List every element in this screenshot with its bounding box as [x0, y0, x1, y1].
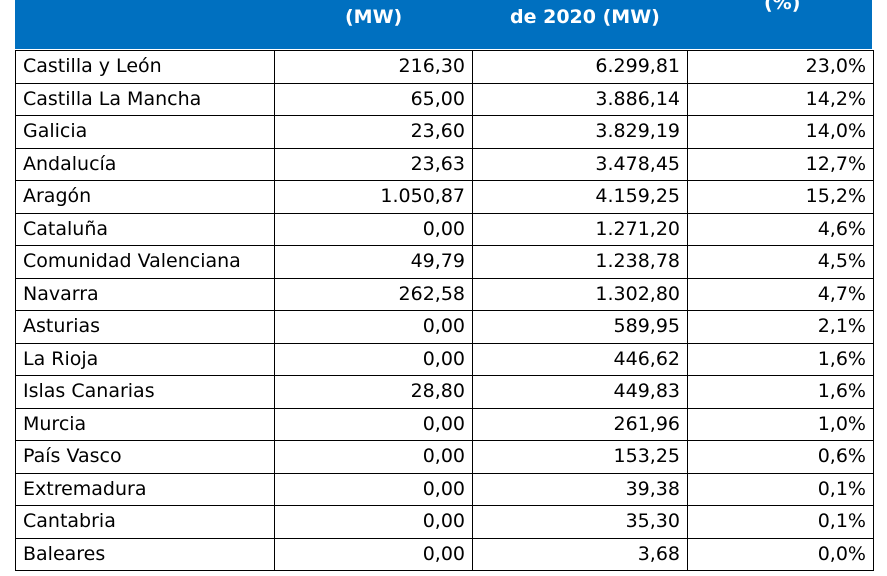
table-row: Galicia 23,60 3.829,19 14,0% — [15, 115, 874, 149]
region-cell: Asturias — [15, 310, 275, 344]
total-2020-mw-cell: 6.299,81 — [472, 50, 688, 84]
region-cell: Navarra — [15, 277, 275, 311]
percent-cell: 0,1% — [687, 505, 874, 539]
percent-cell: 0,0% — [687, 537, 874, 571]
region-cell: Murcia — [15, 407, 275, 441]
region-cell: Galicia — [15, 115, 275, 149]
table-row: Castilla y León 216,30 6.299,81 23,0% — [15, 50, 874, 84]
table-row: La Rioja 0,00 446,62 1,6% — [15, 342, 874, 376]
percent-cell: 1,0% — [687, 407, 874, 441]
header-total-2020-mw: de 2020 (MW) — [510, 6, 660, 28]
region-cell: Extremadura — [15, 472, 275, 506]
region-cell: País Vasco — [15, 440, 275, 474]
table-row: Navarra 262,58 1.302,80 4,7% — [15, 277, 874, 311]
total-2020-mw-cell: 261,96 — [472, 407, 688, 441]
installed-mw-cell: 0,00 — [274, 212, 473, 246]
table-row: Cantabria 0,00 35,30 0,1% — [15, 505, 874, 539]
table-row: Cataluña 0,00 1.271,20 4,6% — [15, 212, 874, 246]
region-cell: Baleares — [15, 537, 275, 571]
installed-mw-cell: 0,00 — [274, 472, 473, 506]
percent-cell: 15,2% — [687, 180, 874, 214]
table-row: Aragón 1.050,87 4.159,25 15,2% — [15, 180, 874, 214]
installed-mw-cell: 0,00 — [274, 310, 473, 344]
table-row: Baleares 0,00 3,68 0,0% — [15, 537, 874, 571]
installed-mw-cell: 0,00 — [274, 505, 473, 539]
total-2020-mw-cell: 1.302,80 — [472, 277, 688, 311]
table-row: Asturias 0,00 589,95 2,1% — [15, 310, 874, 344]
total-2020-mw-cell: 3.829,19 — [472, 115, 688, 149]
percent-cell: 4,5% — [687, 245, 874, 279]
region-cell: Cantabria — [15, 505, 275, 539]
percent-cell: 23,0% — [687, 50, 874, 84]
percent-cell: 0,6% — [687, 440, 874, 474]
table-row: Comunidad Valenciana 49,79 1.238,78 4,5% — [15, 245, 874, 279]
total-2020-mw-cell: 446,62 — [472, 342, 688, 376]
installed-mw-cell: 23,60 — [274, 115, 473, 149]
region-cell: Castilla La Mancha — [15, 82, 275, 116]
region-cell: Cataluña — [15, 212, 275, 246]
percent-cell: 0,1% — [687, 472, 874, 506]
total-2020-mw-cell: 589,95 — [472, 310, 688, 344]
header-installed-mw: (MW) — [345, 6, 403, 28]
total-2020-mw-cell: 1.271,20 — [472, 212, 688, 246]
installed-mw-cell: 0,00 — [274, 342, 473, 376]
percent-cell: 12,7% — [687, 147, 874, 181]
total-2020-mw-cell: 35,30 — [472, 505, 688, 539]
installed-mw-cell: 23,63 — [274, 147, 473, 181]
installed-mw-cell: 49,79 — [274, 245, 473, 279]
region-cell: Castilla y León — [15, 50, 275, 84]
percent-cell: 14,2% — [687, 82, 874, 116]
region-cell: La Rioja — [15, 342, 275, 376]
percent-cell: 14,0% — [687, 115, 874, 149]
region-cell: Comunidad Valenciana — [15, 245, 275, 279]
total-2020-mw-cell: 449,83 — [472, 375, 688, 409]
table-row: Murcia 0,00 261,96 1,0% — [15, 407, 874, 441]
total-2020-mw-cell: 3,68 — [472, 537, 688, 571]
installed-mw-cell: 262,58 — [274, 277, 473, 311]
total-2020-mw-cell: 3.886,14 — [472, 82, 688, 116]
table-row: Islas Canarias 28,80 449,83 1,6% — [15, 375, 874, 409]
total-2020-mw-cell: 4.159,25 — [472, 180, 688, 214]
percent-cell: 4,7% — [687, 277, 874, 311]
total-2020-mw-cell: 3.478,45 — [472, 147, 688, 181]
header-percent: (%) — [764, 0, 801, 14]
installed-mw-cell: 28,80 — [274, 375, 473, 409]
table-row: Castilla La Mancha 65,00 3.886,14 14,2% — [15, 82, 874, 116]
installed-mw-cell: 1.050,87 — [274, 180, 473, 214]
region-cell: Islas Canarias — [15, 375, 275, 409]
total-2020-mw-cell: 1.238,78 — [472, 245, 688, 279]
installed-mw-cell: 0,00 — [274, 407, 473, 441]
table-header: (MW) de 2020 (MW) (%) — [15, 0, 872, 49]
table-row: Extremadura 0,00 39,38 0,1% — [15, 472, 874, 506]
installed-mw-cell: 216,30 — [274, 50, 473, 84]
percent-cell: 4,6% — [687, 212, 874, 246]
total-2020-mw-cell: 39,38 — [472, 472, 688, 506]
table-row: Andalucía 23,63 3.478,45 12,7% — [15, 147, 874, 181]
percent-cell: 2,1% — [687, 310, 874, 344]
installed-mw-cell: 0,00 — [274, 440, 473, 474]
region-cell: Andalucía — [15, 147, 275, 181]
percent-cell: 1,6% — [687, 375, 874, 409]
table-row: País Vasco 0,00 153,25 0,6% — [15, 440, 874, 474]
region-cell: Aragón — [15, 180, 275, 214]
installed-mw-cell: 0,00 — [274, 537, 473, 571]
percent-cell: 1,6% — [687, 342, 874, 376]
installed-mw-cell: 65,00 — [274, 82, 473, 116]
data-table: Castilla y León 216,30 6.299,81 23,0% Castil… — [15, 50, 874, 571]
total-2020-mw-cell: 153,25 — [472, 440, 688, 474]
